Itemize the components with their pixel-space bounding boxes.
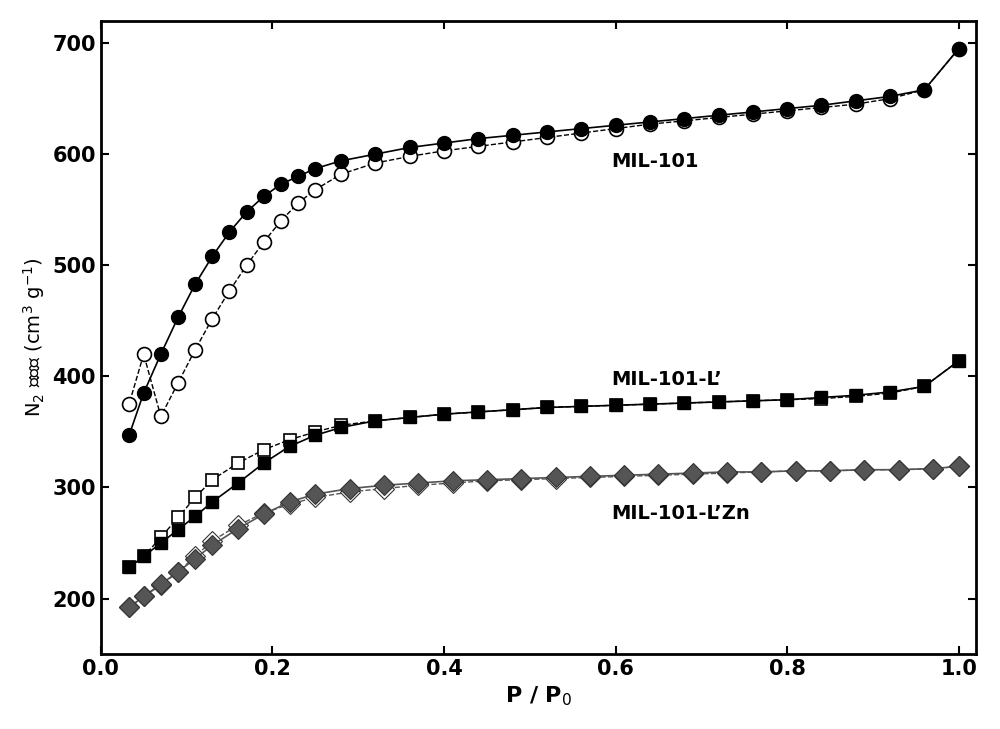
Text: MIL-101-L’Zn: MIL-101-L’Zn (611, 504, 750, 523)
Text: MIL-101: MIL-101 (611, 152, 699, 171)
X-axis label: P / P$_0$: P / P$_0$ (505, 685, 572, 708)
Text: MIL-101-L’: MIL-101-L’ (611, 370, 722, 389)
Y-axis label: N$_2$ 吸附量 (cm$^3$ g$^{-1}$): N$_2$ 吸附量 (cm$^3$ g$^{-1}$) (21, 257, 47, 418)
